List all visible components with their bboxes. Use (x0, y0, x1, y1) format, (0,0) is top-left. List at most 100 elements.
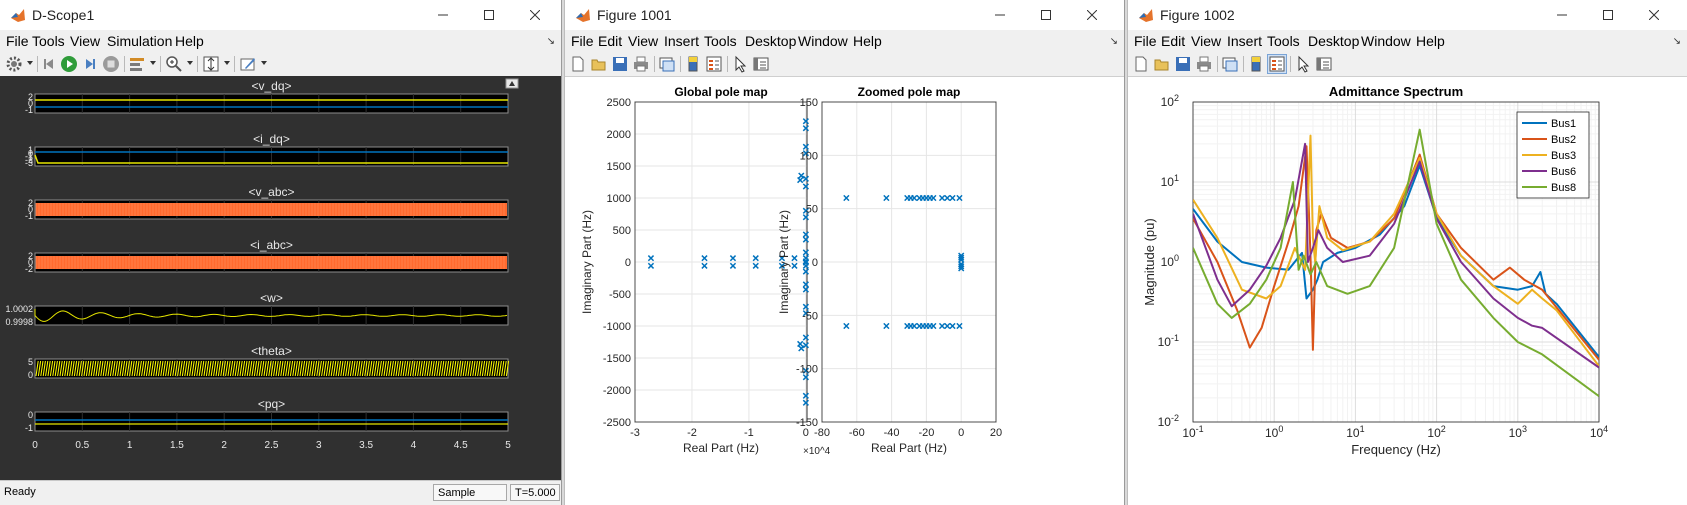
menu-bar: File Edit View Insert Tools Desktop Wind… (565, 30, 1124, 52)
pole-marker (911, 322, 918, 330)
minimize-button[interactable] (1539, 0, 1585, 30)
menu-help[interactable]: Help (175, 33, 204, 49)
x-tick-label: 1.5 (170, 440, 184, 451)
pointer-icon[interactable] (1294, 55, 1312, 73)
maximize-button[interactable] (1585, 0, 1631, 30)
legend-icon[interactable] (705, 55, 723, 73)
colorbar-icon[interactable] (1247, 55, 1265, 73)
title-bar[interactable]: Figure 1002 (1128, 0, 1687, 30)
pole-map-axes: -80 -60 -40 -20 0 20 -150 -100 -50 0 50 100 150 Zoome… (777, 85, 1002, 455)
property-inspector-icon[interactable] (1315, 55, 1333, 73)
run-icon[interactable] (60, 55, 78, 73)
signal-selector-icon[interactable] (128, 55, 146, 73)
scope-panel: <v_dq> 20-1 (25, 79, 509, 115)
menu-edit[interactable]: Edit (1161, 33, 1186, 49)
menu-desktop[interactable]: Desktop (745, 33, 797, 49)
y-tick-label: 0 (625, 257, 631, 269)
plot-frame (1192, 101, 1600, 423)
zoom-icon[interactable] (165, 55, 183, 73)
pointer-icon[interactable] (731, 55, 749, 73)
menu-tools[interactable]: Tools (32, 33, 65, 49)
menu-edit[interactable]: Edit (598, 33, 623, 49)
pole-maps: -3 -2 -1 0-2500-2000-1500-1000-500050010001… (580, 85, 1002, 457)
menu-view[interactable]: View (1191, 33, 1222, 49)
menu-help[interactable]: Help (853, 33, 882, 49)
maximize-button[interactable] (1023, 0, 1069, 30)
y-tick-label: 500 (613, 225, 631, 237)
chevron-down-icon[interactable] (27, 61, 33, 65)
save-icon[interactable] (1174, 55, 1192, 73)
y-tick-label: 0 (28, 205, 33, 215)
dock-arrow-icon[interactable]: ↘ (546, 36, 555, 47)
minimize-button[interactable] (420, 0, 466, 30)
chevron-down-icon[interactable] (261, 61, 267, 65)
menu-insert[interactable]: Insert (1227, 33, 1263, 49)
open-file-icon[interactable] (590, 55, 608, 73)
trace-abc-waves (35, 256, 505, 269)
x-axis-multiplier: ×10^4 (803, 446, 831, 457)
matlab-icon (11, 9, 25, 22)
dock-arrow-icon[interactable]: ↘ (1109, 36, 1118, 47)
stop-icon[interactable] (102, 55, 120, 73)
gear-icon[interactable] (5, 55, 23, 73)
menu-view[interactable]: View (70, 33, 101, 49)
print-icon[interactable] (1195, 55, 1213, 73)
series-line-bus6 (1193, 142, 1599, 369)
minimize-button[interactable] (977, 0, 1023, 30)
edit-style-icon[interactable] (239, 55, 257, 73)
new-figure-icon[interactable] (1132, 55, 1150, 73)
close-button[interactable] (512, 0, 558, 30)
pole-marker (752, 262, 759, 269)
autoscale-icon[interactable] (202, 55, 220, 73)
x-tick-label: 0 (32, 440, 38, 451)
link-plot-icon[interactable] (1221, 55, 1239, 73)
menu-tools[interactable]: Tools (1267, 33, 1300, 49)
menu-view[interactable]: View (628, 33, 659, 49)
y-tick-label: -3 (25, 158, 33, 168)
scope-panel: <i_abc> 20-2 (25, 238, 509, 274)
menu-tools[interactable]: Tools (704, 33, 737, 49)
maximize-button[interactable] (466, 0, 512, 30)
pole-marker (778, 255, 786, 262)
dock-arrow-icon[interactable]: ↘ (1672, 36, 1681, 47)
close-button[interactable] (1631, 0, 1677, 30)
menu-help[interactable]: Help (1416, 33, 1445, 49)
step-back-icon[interactable] (41, 55, 59, 73)
menu-insert[interactable]: Insert (664, 33, 700, 49)
menu-file[interactable]: File (1134, 33, 1157, 49)
property-inspector-icon[interactable] (752, 55, 770, 73)
chevron-down-icon[interactable] (224, 61, 230, 65)
chevron-down-icon[interactable] (150, 61, 156, 65)
menu-file[interactable]: File (571, 33, 594, 49)
print-icon[interactable] (632, 55, 650, 73)
sample-mode: Sample based (433, 484, 507, 505)
menu-window[interactable]: Window (798, 33, 848, 49)
pole-marker (930, 322, 937, 330)
close-button[interactable] (1069, 0, 1115, 30)
open-file-icon[interactable] (1153, 55, 1171, 73)
maximize-icon (1041, 10, 1051, 20)
menu-window[interactable]: Window (1361, 33, 1411, 49)
title-bar[interactable]: Figure 1001 (565, 0, 1124, 30)
pole-marker (802, 342, 809, 349)
colorbar-icon[interactable] (684, 55, 702, 73)
new-figure-icon[interactable] (569, 55, 587, 73)
menu-simulation[interactable]: Simulation (107, 33, 173, 49)
y-tick-label: -2 (25, 264, 33, 274)
legend-icon[interactable] (1267, 54, 1287, 74)
x-tick-label: 0 (958, 427, 964, 439)
link-plot-icon[interactable] (658, 55, 676, 73)
chevron-down-icon[interactable] (187, 61, 193, 65)
save-icon[interactable] (611, 55, 629, 73)
pole-marker (949, 194, 956, 202)
menu-file[interactable]: File (6, 33, 29, 49)
step-forward-icon[interactable] (81, 55, 99, 73)
pole-marker (944, 194, 951, 202)
y-tick-label: -150 (796, 417, 818, 429)
toolbar-separator (654, 56, 655, 72)
pole-marker (802, 286, 809, 293)
x-tick-label: 10-1 (1182, 424, 1203, 440)
title-bar[interactable]: D-Scope1 (0, 0, 561, 30)
pole-marker (843, 322, 850, 330)
menu-desktop[interactable]: Desktop (1308, 33, 1360, 49)
